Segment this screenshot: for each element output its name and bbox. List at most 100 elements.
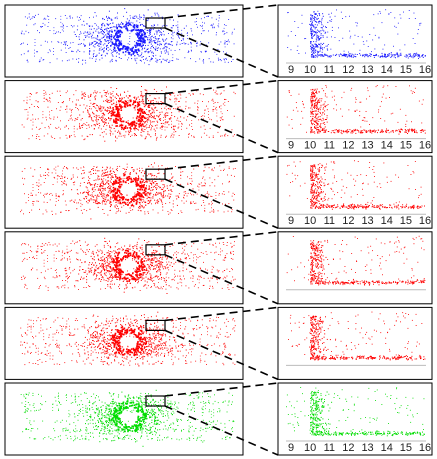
point <box>374 176 375 177</box>
point <box>373 130 375 132</box>
point <box>321 24 323 26</box>
point <box>143 197 145 199</box>
point <box>151 108 153 110</box>
point <box>161 128 163 130</box>
point <box>33 106 35 107</box>
point <box>163 184 165 186</box>
point <box>228 39 229 41</box>
point <box>161 90 163 91</box>
point <box>124 173 126 176</box>
point <box>45 91 47 93</box>
point <box>111 114 114 116</box>
point <box>318 108 320 110</box>
point <box>194 21 196 23</box>
point <box>63 101 64 102</box>
point <box>125 50 127 53</box>
point <box>354 160 355 162</box>
point <box>315 104 317 106</box>
point <box>53 51 54 52</box>
point <box>132 180 134 183</box>
point <box>315 128 317 129</box>
point <box>315 198 317 200</box>
point <box>172 54 174 56</box>
point <box>136 181 138 182</box>
point <box>164 123 166 125</box>
point <box>170 135 172 137</box>
point <box>136 16 138 18</box>
point <box>126 194 128 196</box>
point <box>36 51 38 53</box>
point <box>99 190 101 191</box>
point <box>317 124 319 126</box>
point <box>189 178 191 180</box>
point <box>340 132 342 134</box>
point <box>318 38 320 40</box>
point <box>411 121 412 123</box>
point <box>405 130 407 132</box>
point <box>118 53 120 55</box>
point <box>312 174 314 176</box>
point <box>105 96 107 97</box>
point <box>205 51 207 53</box>
point <box>223 90 225 92</box>
point <box>29 99 31 101</box>
point <box>128 52 131 54</box>
point <box>198 183 200 185</box>
point <box>91 169 92 170</box>
point <box>47 26 49 27</box>
point <box>143 131 145 133</box>
point <box>217 131 219 133</box>
point <box>365 203 366 205</box>
point <box>57 116 58 118</box>
point <box>172 200 174 202</box>
point <box>411 207 413 209</box>
point <box>212 98 214 100</box>
point <box>86 128 88 129</box>
point <box>314 51 316 53</box>
point <box>384 44 386 46</box>
point <box>176 58 178 60</box>
point <box>55 166 57 168</box>
point <box>84 95 85 97</box>
point <box>317 51 319 53</box>
point <box>158 192 160 194</box>
point <box>137 29 139 31</box>
point <box>327 45 328 47</box>
point <box>119 182 121 184</box>
point <box>147 39 149 41</box>
point <box>390 53 392 55</box>
point <box>88 176 89 178</box>
point <box>335 129 337 131</box>
point <box>317 110 319 112</box>
point <box>118 40 121 43</box>
point <box>139 202 141 204</box>
point <box>115 120 117 122</box>
point <box>422 54 424 56</box>
point <box>166 60 168 62</box>
point <box>343 91 345 93</box>
point <box>413 205 414 207</box>
point <box>311 110 313 112</box>
point <box>289 195 291 197</box>
point <box>206 16 208 17</box>
point <box>180 168 182 170</box>
point <box>220 92 222 94</box>
point <box>175 25 177 27</box>
point <box>137 201 139 203</box>
point <box>136 40 138 41</box>
point <box>315 120 317 122</box>
point <box>314 103 315 105</box>
point <box>37 118 39 120</box>
point <box>162 209 164 211</box>
point <box>326 96 328 98</box>
point <box>24 178 26 180</box>
point <box>414 131 415 132</box>
point <box>116 39 118 42</box>
point <box>149 125 150 127</box>
point <box>315 202 317 204</box>
point <box>369 162 371 163</box>
point <box>119 117 121 120</box>
point <box>379 205 381 207</box>
point <box>113 111 116 114</box>
point <box>119 185 122 188</box>
